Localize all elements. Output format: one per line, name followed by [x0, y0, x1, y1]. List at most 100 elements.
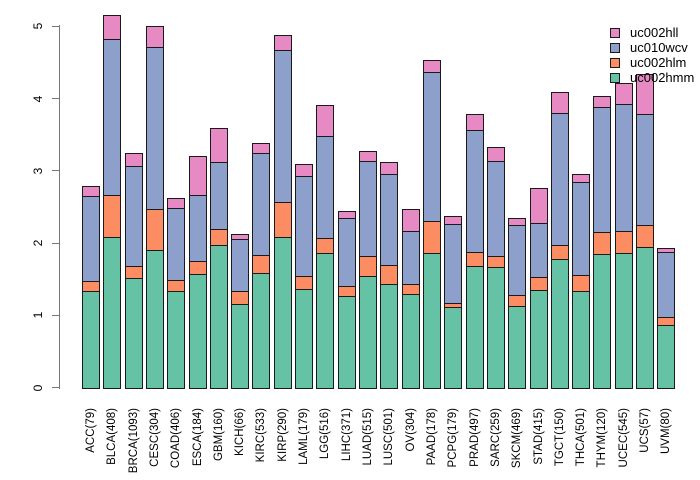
bar-segment-uc002hlm-SKCM(469) — [508, 295, 526, 307]
bar-segment-uc002hll-UCEC(545) — [615, 83, 633, 105]
legend-label-uc002hlm: uc002hlm — [630, 55, 687, 70]
bar-segment-uc002hll-KIRP(290) — [274, 35, 292, 51]
x-label-KICH(66): KICH(66) — [234, 408, 247, 456]
bar-segment-uc010wcv-LIHC(371) — [338, 218, 356, 287]
bar-segment-uc002hlm-PRAD(497) — [466, 252, 484, 267]
bar-segment-uc002hll-PAAD(178) — [423, 60, 441, 73]
bar-segment-uc002hlm-KIRP(290) — [274, 202, 292, 238]
x-label-ESCA(184): ESCA(184) — [191, 408, 204, 467]
bar-segment-uc002hmm-KIRP(290) — [274, 237, 292, 389]
legend-label-uc002hll: uc002hll — [630, 25, 679, 40]
bar-segment-uc002hmm-ACC(79) — [82, 291, 100, 389]
bar-segment-uc002hll-GBM(160) — [210, 128, 228, 163]
bar-segment-uc002hmm-LGG(516) — [316, 253, 334, 389]
x-label-UVM(80): UVM(80) — [660, 408, 673, 455]
x-label-STAD(415): STAD(415) — [532, 408, 545, 465]
bar-segment-uc002hll-LUAD(515) — [359, 151, 377, 162]
y-tick-4 — [52, 98, 59, 100]
x-label-PCPG(179): PCPG(179) — [447, 408, 460, 468]
bar-segment-uc002hlm-KIRC(533) — [252, 255, 270, 274]
bar-segment-uc002hll-STAD(415) — [530, 188, 548, 224]
bar-segment-uc010wcv-SKCM(469) — [508, 225, 526, 296]
x-label-PRAD(497): PRAD(497) — [468, 408, 481, 467]
y-tick-5 — [52, 25, 59, 27]
bar-segment-uc010wcv-CESC(304) — [146, 47, 164, 210]
bar-segment-uc002hlm-KICH(66) — [231, 291, 249, 305]
x-label-BLCA(408): BLCA(408) — [106, 408, 119, 465]
x-label-CESC(304): CESC(304) — [148, 408, 161, 467]
bar-segment-uc010wcv-LUSC(501) — [380, 174, 398, 266]
bar-segment-uc010wcv-UCS(57) — [636, 114, 654, 226]
bar-segment-uc002hlm-STAD(415) — [530, 277, 548, 291]
legend-swatch-uc002hmm — [610, 73, 620, 83]
bar-segment-uc002hll-LUSC(501) — [380, 162, 398, 175]
x-label-COAD(406): COAD(406) — [170, 408, 183, 469]
y-tick-label-2: 2 — [31, 239, 45, 247]
bar-segment-uc010wcv-PAAD(178) — [423, 72, 441, 222]
bar-segment-uc010wcv-LAML(179) — [295, 176, 313, 277]
bar-segment-uc002hlm-LGG(516) — [316, 238, 334, 254]
bar-segment-uc002hll-OV(304) — [402, 209, 420, 232]
bar-segment-uc002hll-COAD(406) — [167, 198, 185, 209]
bar-segment-uc002hlm-OV(304) — [402, 284, 420, 295]
bar-segment-uc002hlm-COAD(406) — [167, 280, 185, 292]
bar-segment-uc002hlm-UCS(57) — [636, 225, 654, 248]
y-axis-line — [59, 25, 60, 389]
bar-segment-uc002hmm-PRAD(497) — [466, 266, 484, 389]
y-tick-label-3: 3 — [31, 167, 45, 175]
y-tick-0 — [52, 387, 59, 388]
bar-segment-uc002hmm-UCS(57) — [636, 247, 654, 389]
bar-segment-uc002hll-THCA(501) — [572, 174, 590, 183]
bar-segment-uc002hmm-CESC(304) — [146, 250, 164, 389]
y-tick-1 — [52, 314, 59, 316]
bar-segment-uc002hll-ESCA(184) — [189, 156, 207, 196]
bar-segment-uc002hlm-UCEC(545) — [615, 231, 633, 254]
bar-segment-uc002hll-PCPG(179) — [444, 216, 462, 225]
x-label-TGCT(150): TGCT(150) — [553, 408, 566, 467]
x-label-LUAD(515): LUAD(515) — [362, 408, 375, 466]
bar-segment-uc002hll-LAML(179) — [295, 164, 313, 177]
bar-segment-uc010wcv-KIRP(290) — [274, 50, 292, 203]
bar-segment-uc002hll-UCS(57) — [636, 74, 654, 115]
bar-segment-uc002hmm-SKCM(469) — [508, 306, 526, 389]
bar-segment-uc002hll-UVM(80) — [657, 248, 675, 253]
y-tick-2 — [52, 242, 59, 244]
bar-segment-uc002hlm-BLCA(408) — [103, 195, 121, 238]
bar-segment-uc010wcv-LUAD(515) — [359, 161, 377, 257]
bar-segment-uc002hll-SARC(259) — [487, 147, 505, 162]
bar-segment-uc010wcv-TGCT(150) — [551, 113, 569, 246]
x-label-OV(304): OV(304) — [404, 408, 417, 452]
x-label-BRCA(1093): BRCA(1093) — [127, 408, 140, 474]
bar-segment-uc002hlm-PAAD(178) — [423, 221, 441, 254]
bar-segment-uc010wcv-BRCA(1093) — [125, 166, 143, 267]
bar-segment-uc002hlm-UVM(80) — [657, 317, 675, 326]
bar-segment-uc010wcv-UVM(80) — [657, 252, 675, 318]
bar-segment-uc010wcv-ACC(79) — [82, 196, 100, 282]
bar-segment-uc010wcv-PCPG(179) — [444, 224, 462, 304]
bar-segment-uc002hmm-LAML(179) — [295, 289, 313, 389]
bar-segment-uc002hmm-SARC(259) — [487, 267, 505, 389]
x-label-THCA(501): THCA(501) — [575, 408, 588, 467]
x-label-SKCM(469): SKCM(469) — [511, 408, 524, 469]
x-label-UCS(57): UCS(57) — [639, 408, 652, 453]
x-label-PAAD(178): PAAD(178) — [425, 408, 438, 466]
bar-segment-uc010wcv-BLCA(408) — [103, 39, 121, 196]
bar-segment-uc002hll-THYM(120) — [593, 96, 611, 108]
bar-segment-uc010wcv-SARC(259) — [487, 161, 505, 257]
bar-segment-uc002hmm-LUSC(501) — [380, 284, 398, 389]
bar-segment-uc002hmm-PCPG(179) — [444, 307, 462, 389]
bar-segment-uc010wcv-ESCA(184) — [189, 195, 207, 262]
bar-segment-uc002hlm-LUAD(515) — [359, 256, 377, 277]
bar-segment-uc002hlm-THCA(501) — [572, 275, 590, 292]
x-label-KIRP(290): KIRP(290) — [276, 408, 289, 462]
bar-segment-uc002hlm-ACC(79) — [82, 281, 100, 292]
bar-segment-uc002hll-ACC(79) — [82, 186, 100, 197]
legend-label-uc010wcv: uc010wcv — [630, 40, 688, 55]
bar-segment-uc002hll-LIHC(371) — [338, 211, 356, 219]
bar-segment-uc002hlm-ESCA(184) — [189, 261, 207, 275]
x-label-LIHC(371): LIHC(371) — [340, 408, 353, 462]
bar-segment-uc002hmm-THCA(501) — [572, 291, 590, 389]
bar-segment-uc002hlm-LIHC(371) — [338, 286, 356, 297]
x-label-LGG(516): LGG(516) — [319, 408, 332, 460]
